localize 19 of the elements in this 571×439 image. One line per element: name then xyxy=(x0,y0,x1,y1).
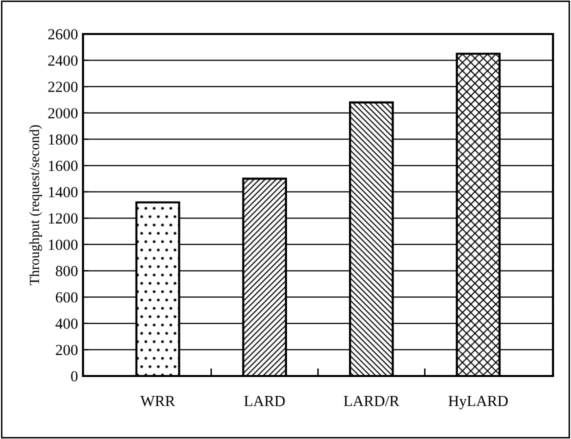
y-tick-label: 0 xyxy=(71,371,78,382)
y-tick-label: 1600 xyxy=(48,160,78,171)
y-tick-label: 400 xyxy=(56,318,78,329)
x-tick-label: WRR xyxy=(140,396,176,406)
y-tick-label: 200 xyxy=(56,344,78,356)
x-tick-label: HyLARD xyxy=(448,396,508,410)
y-tick-label: 2000 xyxy=(48,108,78,118)
y-tick-label: 2600 xyxy=(48,29,78,40)
y-tick-label: 2200 xyxy=(48,82,78,92)
y-tick-label: 1000 xyxy=(48,240,78,250)
y-tick-label: 1200 xyxy=(48,213,78,224)
y-tick-label: 800 xyxy=(56,266,78,276)
y-axis-title: Throughput (request/second) xyxy=(29,125,42,286)
y-tick-label: 600 xyxy=(56,292,78,303)
y-tick-label: 1400 xyxy=(48,186,78,198)
x-tick-label: LARD xyxy=(244,396,285,406)
y-tick-label: 1800 xyxy=(48,134,78,145)
x-tick-label: LARD/R xyxy=(344,396,400,406)
y-tick-label: 2400 xyxy=(48,55,78,66)
